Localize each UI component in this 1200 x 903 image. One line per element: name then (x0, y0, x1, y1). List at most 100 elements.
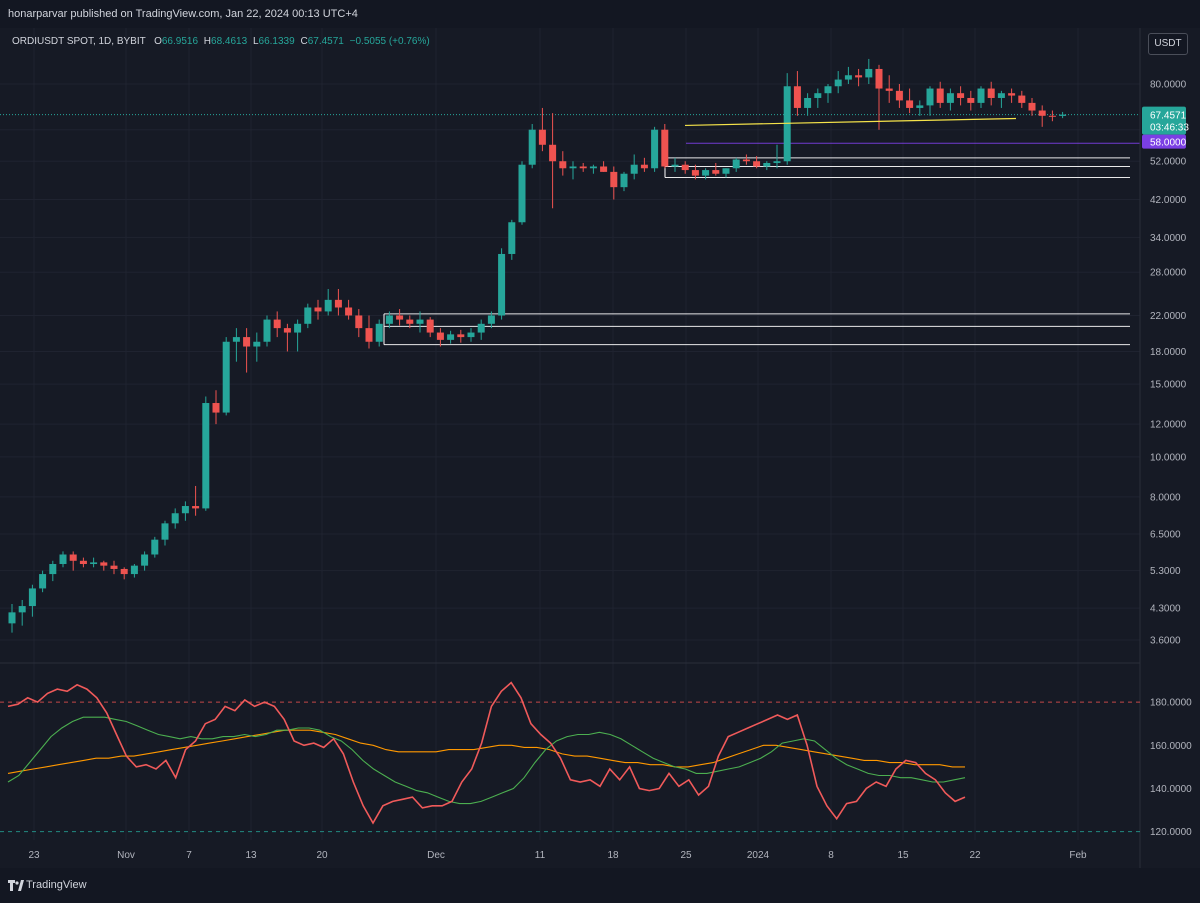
candle (763, 161, 771, 171)
low-value: 66.1339 (258, 36, 295, 47)
candle (263, 315, 271, 347)
candle-body (304, 307, 312, 324)
candle-body (59, 554, 67, 565)
candle-body (610, 171, 618, 188)
date-axis-label: 20 (316, 850, 328, 861)
candle (232, 328, 240, 362)
candle-body (467, 332, 475, 338)
price-axis-label: 15.0000 (1150, 380, 1187, 391)
indicator-pane (0, 681, 1140, 833)
candle (28, 584, 36, 617)
candle-body (651, 129, 659, 169)
indicator-axis-label: 120.0000 (1150, 827, 1192, 838)
date-axis-label: 15 (897, 850, 909, 861)
candle-body (365, 328, 373, 342)
candle (579, 162, 587, 172)
candle (192, 485, 200, 516)
candle (895, 84, 903, 108)
candle (589, 164, 597, 174)
candle (977, 86, 985, 108)
candle-body (39, 574, 47, 589)
candle-body (865, 68, 873, 78)
candle (1048, 110, 1056, 122)
price-axis-label: 6.5000 (1150, 530, 1181, 541)
grid (0, 28, 1140, 840)
candle (90, 557, 98, 568)
candle (824, 84, 832, 103)
candle-body (49, 564, 57, 575)
currency-button[interactable]: USDT (1148, 33, 1188, 55)
candle (365, 315, 373, 349)
candle (528, 124, 536, 169)
candle-body (702, 170, 710, 176)
candle (294, 319, 302, 352)
candle-body (630, 164, 638, 174)
date-axis-label: 25 (680, 850, 692, 861)
candle-body (120, 568, 128, 575)
candle (640, 157, 648, 172)
candle-body (967, 97, 975, 103)
candles (8, 58, 1067, 633)
symbol-legend[interactable]: ORDIUSDT SPOT, 1D, BYBIT O66.9516 H68.46… (12, 36, 433, 47)
candle-body (804, 97, 812, 108)
open-value: 66.9516 (161, 36, 199, 47)
chart-area[interactable] (0, 28, 1200, 868)
candle-body (28, 588, 36, 607)
candle (253, 332, 261, 362)
date-axis-label: 23 (28, 850, 40, 861)
tradingview-logo-text[interactable]: TradingView (26, 879, 87, 891)
indicator-axis-label: 160.0000 (1150, 741, 1192, 752)
indicator-fast-line (7, 716, 966, 805)
candle-body (90, 562, 98, 565)
candle (69, 551, 77, 571)
candle (39, 570, 47, 593)
price-axis-label: 10.0000 (1150, 452, 1187, 463)
tradingview-logo-icon[interactable] (8, 880, 24, 892)
candle-body (100, 562, 108, 566)
candle-body (324, 299, 332, 312)
candle (538, 107, 546, 152)
candle (753, 156, 761, 169)
candle (814, 88, 822, 108)
price-axis-label: 5.3000 (1150, 566, 1181, 577)
candle-body (518, 164, 526, 223)
candle-body (763, 162, 771, 167)
candle (518, 161, 526, 225)
candle (1008, 88, 1016, 103)
candle-body (753, 161, 761, 167)
candle-body (1018, 95, 1026, 103)
candle (844, 66, 852, 84)
candle-body (855, 75, 863, 78)
candle-body (396, 315, 404, 320)
price-axis-label: 8.0000 (1150, 492, 1181, 503)
candle (314, 299, 322, 320)
candle (498, 248, 506, 320)
candle (406, 315, 414, 329)
candle-body (834, 79, 842, 87)
candle (161, 520, 169, 546)
candle (875, 64, 883, 130)
candle-body (508, 222, 516, 254)
candle (457, 329, 465, 343)
candle-body (895, 90, 903, 101)
candle-body (8, 612, 16, 624)
candle-body (426, 319, 434, 333)
candle (416, 311, 424, 333)
price-axis-label: 12.0000 (1150, 420, 1187, 431)
candle-body (436, 332, 444, 340)
candle-body (773, 161, 781, 163)
price-axis-label: 18.0000 (1150, 347, 1187, 358)
candle (385, 311, 393, 329)
candle-body (569, 166, 577, 169)
candle (855, 68, 863, 87)
close-value: 67.4571 (307, 36, 344, 47)
support-levels (0, 114, 1140, 346)
candle (712, 162, 720, 176)
candle-body (161, 523, 169, 540)
date-axis-label: 11 (535, 850, 546, 861)
candle-body (498, 253, 506, 316)
candle-body (1028, 102, 1036, 111)
price-axis-label: 42.0000 (1150, 195, 1187, 206)
